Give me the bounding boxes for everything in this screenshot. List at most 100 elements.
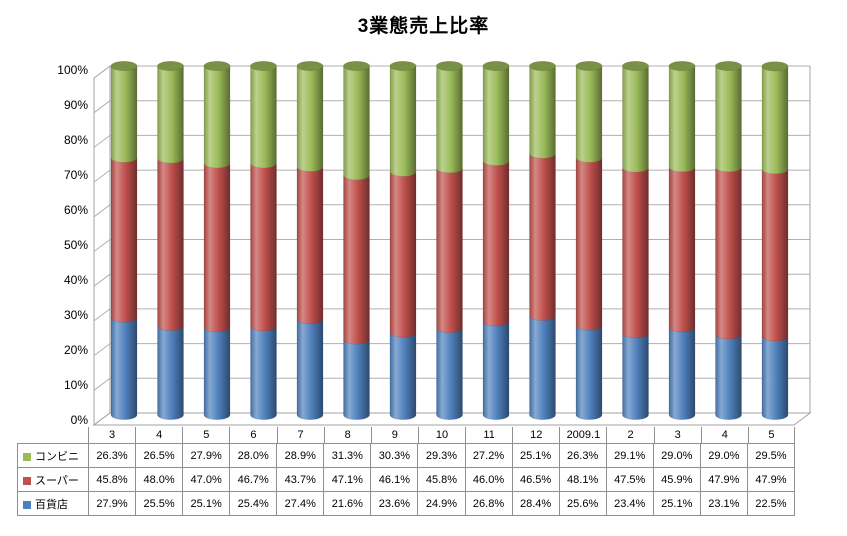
- bar-segment-コンビニ: [389, 65, 417, 177]
- value-cell: 48.1%: [558, 467, 607, 492]
- bar-segment-スーパー: [482, 160, 510, 327]
- bar-top-cap: [110, 61, 138, 71]
- bar-segment-スーパー: [296, 166, 324, 325]
- value-cell: 29.0%: [699, 443, 748, 468]
- bar-segment-百貨店: [250, 326, 277, 420]
- value-cell: 25.4%: [229, 491, 278, 516]
- chart-data-table: コンビニ 26.3% 26.5% 27.9% 28.0% 28.9% 31.3% 30.3% 2…: [17, 443, 796, 516]
- value-cell: 47.0%: [182, 467, 231, 492]
- bar-segment-スーパー: [110, 157, 138, 323]
- value-cell: 29.0%: [652, 443, 701, 468]
- legend-label: 百貨店: [35, 498, 68, 511]
- bar-top-cap: [436, 61, 463, 71]
- value-cell: 26.3%: [558, 443, 607, 468]
- bar-segment-コンビニ: [482, 65, 510, 166]
- bar-segment-百貨店: [389, 332, 417, 420]
- bar-segment-スーパー: [203, 163, 231, 333]
- value-cell: 27.9%: [182, 443, 231, 468]
- bar-segment-コンビニ: [575, 65, 603, 163]
- gridline-sidewall: [93, 134, 111, 148]
- value-cell: 23.6%: [370, 491, 419, 516]
- legend-swatch-icon: [23, 476, 31, 485]
- bar-segment-百貨店: [529, 315, 556, 420]
- value-cell: 45.8%: [417, 467, 466, 492]
- value-cell: 23.1%: [699, 491, 748, 516]
- value-cell: 45.8%: [87, 467, 137, 492]
- value-cell: 46.5%: [511, 467, 560, 492]
- bar-segment-スーパー: [389, 171, 417, 338]
- y-axis-label: 90%: [64, 98, 88, 112]
- bar-top-cap: [482, 61, 510, 71]
- legend-label: スーパー: [35, 474, 79, 487]
- y-axis-label: 60%: [64, 203, 88, 217]
- category-label: 11: [465, 427, 512, 443]
- category-label: 12: [512, 427, 559, 443]
- bar-segment-コンビニ: [250, 65, 277, 169]
- chart-title: 3業態売上比率: [357, 16, 490, 37]
- category-label: 10: [417, 427, 465, 443]
- value-cell: 29.5%: [746, 443, 796, 468]
- category-label: 3: [653, 427, 701, 443]
- bar-segment-スーパー: [622, 167, 649, 339]
- bar-segment-百貨店: [157, 325, 184, 420]
- gridline-sidewall: [93, 169, 111, 183]
- value-cell: 47.9%: [699, 467, 748, 492]
- bar-top-cap: [575, 61, 603, 71]
- stacked-cylinder-chart: 0% 10% 20% 30% 40% 50% 60% 70% 80% 90% 100%: [57, 61, 812, 427]
- data-table: コンビニ 26.3% 26.5% 27.9% 28.0% 28.9% 31.3% 30.3% 2…: [17, 443, 796, 516]
- bar-segment-コンビニ: [110, 65, 138, 163]
- value-cell: 46.1%: [370, 467, 419, 492]
- y-axis-label: 30%: [64, 308, 88, 322]
- bar-segment-コンビニ: [668, 65, 696, 173]
- bar-segment-コンビニ: [157, 65, 184, 164]
- bar-top-cap: [157, 61, 184, 71]
- category-label: 4: [135, 427, 182, 443]
- category-label: 3: [88, 427, 135, 443]
- value-cell: 47.9%: [746, 467, 796, 492]
- series-row-コンビニ: コンビニ 26.3% 26.5% 27.9% 28.0% 28.9% 31.3% 30.3% 2…: [17, 443, 796, 468]
- value-cell: 25.5%: [135, 491, 184, 516]
- bar-segment-コンビニ: [436, 65, 463, 174]
- category-axis-row: 3 4 5 6 7 8 9 10 11 12 2009.1 2 3 4 5: [88, 427, 795, 443]
- bar-segment-スーパー: [436, 168, 463, 333]
- gridline-sidewall: [93, 65, 111, 79]
- y-axis-label: 100%: [57, 63, 88, 77]
- bar-segment-百貨店: [622, 333, 649, 420]
- value-cell: 25.6%: [558, 491, 607, 516]
- series-row-百貨店: 百貨店 27.9% 25.5% 25.1% 25.4% 27.4% 21.6% 23.6% 24…: [17, 491, 796, 516]
- bar-segment-スーパー: [575, 157, 603, 331]
- legend-item: スーパー: [17, 467, 89, 492]
- value-cell: 26.3%: [87, 443, 137, 468]
- bar-top-cap: [715, 61, 742, 71]
- bar-segment-スーパー: [157, 158, 184, 331]
- category-label: 8: [323, 427, 371, 443]
- value-cell: 26.5%: [135, 443, 184, 468]
- bar-segment-スーパー: [529, 153, 556, 321]
- category-label: 5: [747, 427, 795, 443]
- value-cell: 47.5%: [605, 467, 654, 492]
- value-cell: 29.3%: [417, 443, 466, 468]
- legend-item: 百貨店: [17, 491, 89, 516]
- bar-top-cap: [529, 61, 556, 71]
- series-row-スーパー: スーパー 45.8% 48.0% 47.0% 46.7% 43.7% 47.1% 46.1% 4…: [17, 467, 796, 492]
- y-axis-label: 70%: [64, 168, 88, 182]
- bar-segment-コンビニ: [529, 65, 556, 159]
- bar-segment-スーパー: [761, 169, 789, 342]
- value-cell: 31.3%: [323, 443, 372, 468]
- value-cell: 46.7%: [229, 467, 278, 492]
- bar-top-cap: [296, 61, 324, 71]
- bar-segment-百貨店: [715, 334, 742, 420]
- category-label: 2009.1: [559, 427, 606, 443]
- value-cell: 28.9%: [276, 443, 325, 468]
- bar-segment-スーパー: [668, 166, 696, 333]
- value-cell: 46.0%: [464, 467, 513, 492]
- y-axis-label: 80%: [64, 133, 88, 147]
- value-cell: 27.2%: [464, 443, 513, 468]
- value-cell: 28.0%: [229, 443, 278, 468]
- value-cell: 26.8%: [464, 491, 513, 516]
- category-label: 2: [606, 427, 653, 443]
- bar-top-cap: [622, 61, 649, 71]
- legend-label: コンビニ: [35, 450, 79, 463]
- value-cell: 43.7%: [276, 467, 325, 492]
